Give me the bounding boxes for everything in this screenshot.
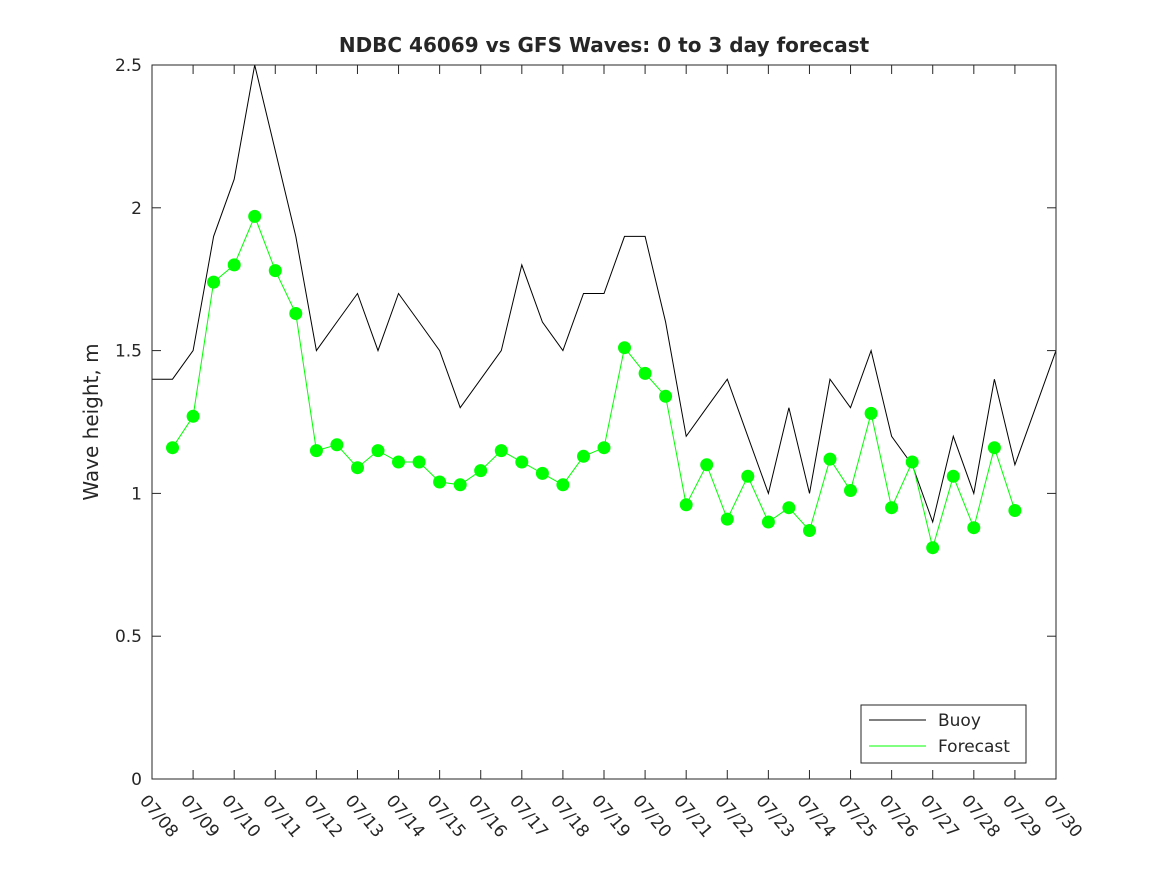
forecast-point [803,524,816,537]
forecast-point [741,469,755,483]
forecast-point [720,512,734,526]
legend-buoy-label: Buoy [938,711,981,731]
forecast-point [453,478,467,492]
forecast-point [618,341,631,355]
legend-forecast-label: Forecast [938,737,1010,757]
forecast-point [864,406,878,420]
buoy-line [152,64,1057,524]
forecast-point [371,444,385,458]
x-tick-label: 07/13 [341,791,388,841]
y-axis: 0 0.5 1 1.5 2 2.5 [115,56,1056,790]
x-tick-label: 07/16 [464,791,511,841]
forecast-point [227,258,241,272]
forecast-point [700,458,714,472]
forecast-point [967,521,981,535]
x-tick-label: 07/18 [546,791,593,841]
forecast-point [309,444,323,458]
forecast-point [1008,504,1022,517]
forecast-point [248,209,262,223]
forecast-point [474,464,488,478]
y-tick-label: 2.5 [115,56,142,76]
x-tick-label: 07/14 [382,791,429,841]
forecast-point [659,389,673,403]
forecast-point [926,541,940,555]
series-layer [152,64,1057,555]
x-tick-label: 07/30 [1039,791,1086,841]
forecast-point [412,455,426,469]
x-tick-label: 07/11 [258,791,305,841]
x-tick-label: 07/15 [423,791,470,841]
forecast-point [638,366,652,380]
x-tick-label: 07/22 [710,791,757,841]
forecast-point [289,307,303,320]
x-tick-label: 07/26 [875,791,922,841]
forecast-point [433,475,447,489]
forecast-point [186,409,200,423]
x-tick-label: 07/23 [752,791,799,841]
plot-area [152,65,1056,779]
forecast-point [166,441,179,455]
forecast-point [207,275,221,289]
forecast-point [515,455,529,469]
y-tick-label: 2 [131,199,142,219]
legend: Buoy Forecast [860,704,1027,764]
x-tick-label: 07/09 [176,791,223,841]
forecast-line [172,215,1016,550]
forecast-point [535,466,549,480]
x-tick-label: 07/29 [998,791,1045,841]
forecast-point [679,498,693,512]
x-tick-label: 07/27 [916,791,963,841]
plot-frame [151,64,1057,780]
x-tick-label: 07/28 [957,791,1004,841]
legend-box [860,704,1027,764]
forecast-point [577,449,590,463]
forecast-point [494,444,508,458]
x-tick-label: 07/25 [834,791,881,841]
y-axis-label: Wave height, m [79,343,103,500]
forecast-point [392,455,405,469]
forecast-point [946,469,960,483]
x-tick-label: 07/24 [793,791,840,841]
forecast-point [597,441,611,455]
chart-title: NDBC 46069 vs GFS Waves: 0 to 3 day fore… [339,33,870,57]
forecast-point [782,501,796,515]
y-tick-label: 1 [131,484,142,504]
forecast-point [905,455,919,469]
forecast-point [844,484,857,497]
forecast-point [885,501,899,515]
y-tick-label: 0.5 [115,627,142,647]
x-tick-label: 07/10 [217,791,264,841]
y-tick-label: 0 [131,770,142,790]
forecast-point [351,461,364,475]
forecast-point [823,452,837,466]
x-tick-label: 07/17 [505,791,552,841]
x-tick-label: 07/12 [300,791,347,841]
forecast-point [761,515,775,529]
x-tick-label: 07/21 [669,791,716,841]
forecast-point [330,438,344,452]
forecast-point [556,478,570,492]
forecast-point [268,264,282,278]
x-tick-label: 07/08 [135,791,182,841]
y-tick-label: 1.5 [115,342,142,362]
x-tick-label: 07/20 [628,791,675,841]
x-tick-label: 07/19 [587,791,634,841]
forecast-point [987,441,1001,455]
